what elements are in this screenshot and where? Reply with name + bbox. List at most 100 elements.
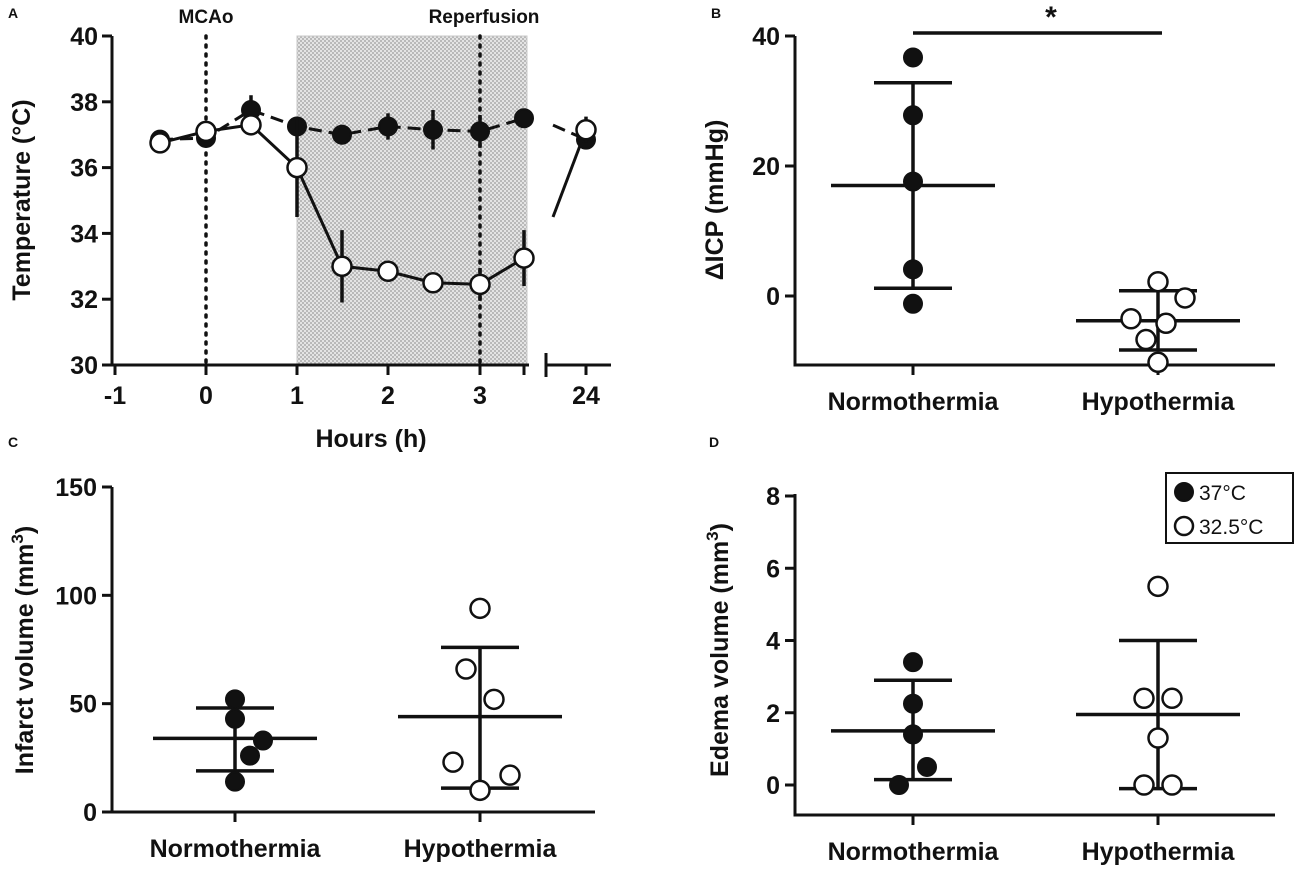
panel-c-point-hypothermia (469, 597, 491, 620)
panel-letter-c: C (8, 434, 18, 450)
panel-a-point-normothermia (332, 124, 352, 145)
panel-a-x-tick-label: 0 (199, 382, 213, 410)
panel-c-x-ticks: Normothermia Hypothermia (150, 812, 558, 863)
panel-a-point-hypothermia (377, 260, 399, 282)
panel-d-y-tick-label: 6 (766, 555, 780, 583)
panel-d-y-title-text: Edema volume (mm (706, 541, 734, 777)
panel-c-y-tick-label: 100 (55, 582, 97, 610)
panel-b-point-hypothermia (1135, 328, 1157, 351)
legend-open-marker (1173, 515, 1195, 537)
panel-a-point-hypothermia (331, 255, 353, 278)
panel-d-y-tick-label: 8 (766, 483, 780, 511)
panel-d-point-hypothermia (1147, 727, 1169, 749)
panel-c-y-title: Infarct volume (mm3) (8, 526, 39, 774)
panel-b-point-hypothermia (1147, 270, 1169, 293)
panel-c-category-label: Normothermia (150, 835, 322, 863)
panel-c-y-title-superscript: 3 (8, 534, 27, 543)
panel-a-point-hypothermia (149, 132, 171, 154)
panel-d-point-normothermia (903, 652, 923, 673)
panel-d-category-label: Normothermia (828, 838, 1000, 866)
panel-d-point-hypothermia (1133, 687, 1155, 710)
panel-d-y-ticks: 0 2 4 6 8 (766, 483, 795, 800)
significance-star: * (1045, 1, 1057, 34)
panel-c-y-tick-label: 0 (83, 799, 97, 827)
panel-a-x-tick-label: 24 (572, 382, 600, 410)
panel-a-point-normothermia (423, 119, 443, 140)
panel-a-y-title: Temperature (°C) (8, 99, 36, 300)
panel-a-y-ticks: 30 32 34 36 38 40 (70, 23, 112, 380)
panel-a: A MCAo Reperfusion 30 32 34 36 38 40 -1 0 1 2 3 24… (8, 5, 611, 453)
panel-a-y-tick-label: 32 (70, 286, 98, 314)
panel-a-y-tick-label: 30 (70, 352, 98, 380)
panel-d-point-normothermia (917, 756, 937, 777)
panel-c-y-tick-label: 50 (69, 691, 97, 719)
panel-a-y-tick-label: 34 (70, 220, 98, 248)
panel-letter-a: A (8, 5, 18, 21)
legend: 37°C 32.5°C (1165, 472, 1294, 544)
panel-d-category-label: Hypothermia (1082, 838, 1236, 866)
panel-a-x-title: Hours (h) (315, 425, 426, 453)
panel-b-category-label: Hypothermia (1082, 388, 1236, 416)
panel-d-y-tick-label: 4 (766, 628, 780, 656)
panel-c-y-tick-label: 150 (55, 474, 97, 502)
panel-a-point-hypothermia (240, 114, 262, 136)
panel-c-point-hypothermia (483, 688, 505, 711)
panel-b-x-ticks: Normothermia Hypothermia (828, 365, 1236, 416)
panel-b: B 0 20 40 Normothermia Hypothermia ΔICP (mm… (701, 1, 1275, 416)
panel-d-point-normothermia (903, 693, 923, 714)
reperfusion-label: Reperfusion (429, 7, 540, 28)
panel-b-point-normothermia (903, 259, 923, 280)
panel-a-point-hypothermia (513, 247, 535, 269)
panel-b-point-normothermia (903, 47, 923, 68)
panel-d-axes (793, 494, 1275, 817)
panel-d-groups (831, 575, 1240, 796)
panel-c-category-label: Hypothermia (404, 835, 558, 863)
panel-a-x-tick-label: 1 (290, 382, 304, 410)
panel-a-x-ticks: -1 0 1 2 3 24 (104, 353, 600, 410)
panel-b-groups (831, 47, 1240, 374)
panel-c: C 0 50 100 150 Normothermia Hypothermia Infa… (8, 434, 595, 863)
panel-b-y-tick-label: 20 (752, 153, 780, 181)
panel-b-point-normothermia (903, 105, 923, 126)
panel-a-line-24h-hypothermia (551, 129, 588, 218)
panel-c-axes (110, 487, 595, 814)
panel-c-point-normothermia (225, 708, 245, 729)
panel-a-y-tick-label: 40 (70, 23, 98, 51)
panel-b-y-tick-label: 0 (766, 283, 780, 311)
panel-c-y-title-close: ) (11, 526, 39, 534)
panel-d-point-hypothermia (1161, 774, 1183, 796)
panel-a-point-normothermia (514, 108, 534, 129)
panel-d-y-tick-label: 2 (766, 700, 780, 728)
panel-c-point-normothermia (225, 689, 245, 710)
panel-d-y-title-superscript: 3 (703, 531, 722, 540)
panel-c-point-normothermia (253, 730, 273, 751)
panel-a-x-tick-label: -1 (104, 382, 126, 410)
panel-a-point-normothermia (470, 121, 490, 142)
legend-label-32-5: 32.5°C (1199, 516, 1263, 539)
panel-b-category-label: Normothermia (828, 388, 1000, 416)
panel-c-point-hypothermia (499, 764, 521, 786)
panel-a-point-hypothermia (286, 156, 308, 179)
panel-b-y-tick-label: 40 (752, 23, 780, 51)
panel-c-groups (153, 597, 562, 802)
panel-d: D 0 2 4 6 8 Normothermia Hypothermia Edema vo… (703, 434, 1294, 866)
panel-a-series (149, 95, 597, 303)
panel-b-point-hypothermia (1155, 312, 1177, 335)
panel-a-y-tick-label: 36 (70, 155, 98, 183)
panel-b-y-title: ΔICP (mmHg) (701, 120, 729, 281)
panel-b-point-hypothermia (1120, 308, 1142, 330)
panel-b-y-ticks: 0 20 40 (752, 23, 795, 311)
mcao-label: MCAo (179, 7, 234, 28)
panel-c-point-hypothermia (442, 751, 464, 773)
panel-d-point-normothermia (903, 724, 923, 745)
panel-letter-d: D (709, 434, 719, 450)
panel-a-point-normothermia (378, 116, 398, 137)
panel-b-point-normothermia (903, 293, 923, 314)
panel-b-point-hypothermia (1174, 287, 1196, 309)
treatment-shaded-region (296, 35, 528, 366)
panel-a-point-hypothermia (575, 119, 597, 141)
panel-c-point-hypothermia (469, 779, 491, 802)
panel-d-y-tick-label: 0 (766, 772, 780, 800)
legend-filled-marker (1174, 482, 1194, 502)
